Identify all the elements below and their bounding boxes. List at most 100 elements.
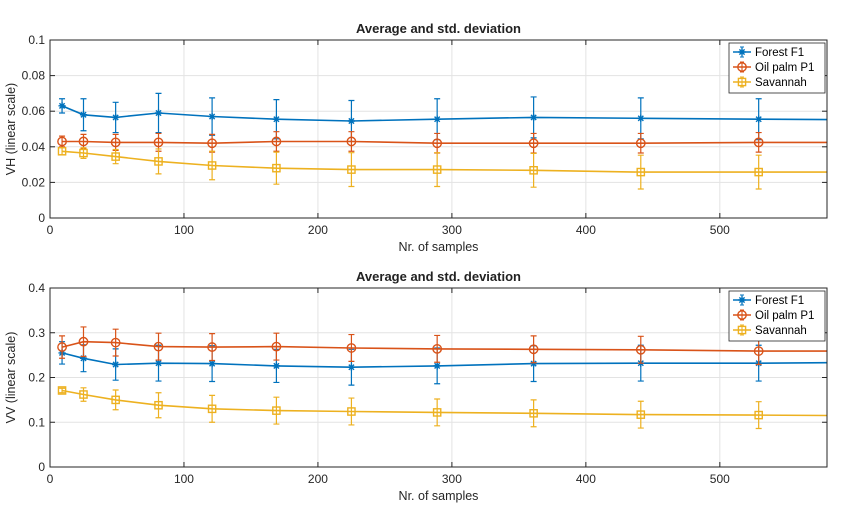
- chart-title: Average and std. deviation: [356, 21, 521, 36]
- data-point: [433, 362, 441, 370]
- data-point: [272, 362, 281, 370]
- data-point: [347, 407, 356, 416]
- legend: Forest F1 Oil palm P1 Savannah: [728, 42, 826, 94]
- data-point: [432, 165, 442, 174]
- error-bar: [348, 152, 355, 188]
- chart-vv: 0 100 200 300 400 500 0 0.1 0.2 0.3 0.4 Average and…: [4, 269, 828, 503]
- data-point: [530, 360, 538, 368]
- series-2: [57, 386, 828, 430]
- error-bar: [530, 152, 537, 188]
- x-tick-label: 100: [174, 223, 194, 237]
- series-line: [61, 340, 827, 352]
- error-bar: [637, 335, 644, 364]
- x-tick-label: 500: [710, 223, 730, 237]
- legend-error-bar: [740, 309, 744, 321]
- data-point: [347, 117, 356, 125]
- legend-item: Forest F1: [733, 46, 804, 59]
- error-bar: [434, 334, 441, 363]
- x-tick-label: 0: [47, 223, 54, 237]
- x-tick-label: 500: [710, 472, 730, 486]
- data-point: [208, 112, 216, 121]
- data-point: [346, 343, 357, 353]
- y-tick-label: 0.08: [22, 69, 46, 83]
- data-point: [57, 386, 67, 395]
- data-point: [57, 136, 67, 147]
- plot-area: [50, 40, 827, 218]
- error-bar: [348, 333, 355, 362]
- legend-marker: [737, 325, 747, 335]
- error-bar: [637, 154, 644, 190]
- error-bar: [80, 387, 87, 402]
- legend-item: Savannah: [733, 76, 807, 89]
- series-line: [61, 352, 828, 369]
- axes-box: [49, 39, 828, 219]
- x-tick-label: 400: [576, 223, 596, 237]
- error-bar: [112, 389, 119, 411]
- data-point: [207, 342, 217, 352]
- series-line: [62, 150, 827, 173]
- legend: Forest F1 Oil palm P1 Savannah: [728, 290, 826, 342]
- data-point: [57, 342, 67, 352]
- data-point: [153, 341, 164, 352]
- data-point: [754, 410, 763, 420]
- data-point: [635, 344, 646, 355]
- data-point: [58, 102, 66, 110]
- error-bar: [273, 332, 280, 361]
- data-point: [79, 148, 88, 158]
- ticks: 0 100 200 300 400 500 0 0.1 0.2 0.3 0.4: [28, 281, 827, 486]
- error-bar: [530, 335, 537, 364]
- error-bar: [348, 131, 355, 152]
- data-point: [110, 137, 121, 148]
- ticks: 0 100 200 300 400 500 0 0.02 0.04 0.06 0.08 0.1: [22, 33, 827, 237]
- y-axis-label: VH (linear scale): [4, 83, 18, 175]
- y-tick-label: 0.1: [28, 33, 45, 47]
- data-point: [433, 115, 441, 123]
- y-tick-label: 0: [38, 460, 45, 474]
- legend-item: Oil palm P1: [733, 61, 814, 74]
- error-bar: [112, 328, 119, 357]
- y-tick-label: 0.06: [22, 104, 46, 118]
- data-point: [272, 115, 281, 123]
- data-point: [110, 337, 121, 348]
- x-tick-label: 400: [576, 472, 596, 486]
- data-point: [79, 354, 88, 362]
- data-point: [207, 138, 217, 149]
- legend-item: Forest F1: [733, 294, 804, 307]
- data-point: [755, 115, 763, 123]
- data-point: [208, 360, 216, 368]
- data-point: [154, 400, 163, 410]
- data-point: [530, 113, 538, 122]
- error-bar: [637, 400, 644, 429]
- data-point: [432, 343, 443, 354]
- y-axis-label: VV (linear scale): [4, 332, 18, 424]
- data-point: [637, 114, 645, 122]
- error-bar: [273, 131, 280, 152]
- legend-item: Oil palm P1: [733, 309, 814, 322]
- x-tick-label: 200: [308, 472, 328, 486]
- data-point: [636, 167, 646, 177]
- y-tick-label: 0: [38, 211, 45, 225]
- series-0: [58, 341, 828, 386]
- x-tick-label: 0: [47, 472, 54, 486]
- data-point: [271, 136, 282, 147]
- series-line: [61, 389, 828, 417]
- data-point: [529, 165, 538, 175]
- legend-label: Forest F1: [755, 47, 804, 59]
- x-axis-label: Nr. of samples: [399, 240, 479, 254]
- x-axis-label: Nr. of samples: [399, 489, 479, 503]
- legend-marker: [737, 62, 747, 72]
- data-point: [272, 406, 281, 415]
- series-1: [57, 326, 827, 366]
- data-point: [271, 341, 282, 352]
- error-bar: [209, 150, 216, 181]
- data-point: [79, 390, 88, 399]
- y-tick-label: 0.04: [22, 140, 46, 154]
- x-tick-label: 300: [442, 223, 462, 237]
- error-bar: [348, 397, 355, 426]
- data-point: [153, 137, 164, 148]
- legend-item: Savannah: [733, 324, 807, 337]
- data-point: [636, 410, 646, 419]
- error-bar: [273, 151, 280, 185]
- chart-title: Average and std. deviation: [356, 269, 521, 284]
